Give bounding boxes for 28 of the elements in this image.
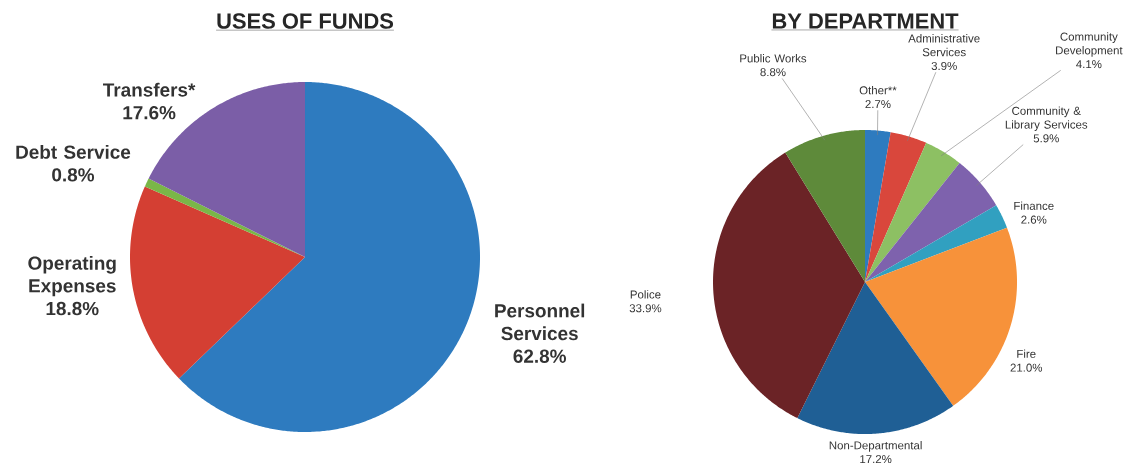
slice-label: Operating Expenses [28,255,116,297]
slice-label: Other** [859,85,897,95]
data-label: 4.1% [1076,60,1102,69]
data-label: 0.8% [52,168,95,182]
data-label: 2.7% [865,100,891,109]
chart-title: BY DEPARTMENT [772,13,959,29]
slice-label: Transfers* [103,82,196,97]
slice-label: Community Development [1056,32,1123,57]
slice-label: Debt Service [16,144,131,159]
data-label: 3.9% [931,61,957,71]
chart-title: USES OF FUNDS [217,13,394,29]
slice-label: Fire [1017,349,1036,358]
data-label: 21.0% [1010,363,1043,372]
slice-label: Public Works [740,54,807,63]
slice-label: Administrative Services [908,34,980,57]
data-label: 62.8% [513,349,567,363]
data-label: 18.8% [46,301,99,316]
data-label: 33.9% [629,304,662,313]
data-label: 5.9% [1033,134,1059,143]
slice-label: Finance [1014,201,1054,210]
data-label: 2.6% [1021,215,1047,224]
slice-label: Personnel Services [495,303,585,341]
data-label: 17.6% [123,105,176,120]
slice-label: Non-Departmental [829,440,922,452]
data-label: 17.2% [860,455,892,464]
slice-label: Community & Library Services [1005,106,1088,131]
data-label: 8.8% [760,68,786,77]
slice-label: Police [630,290,661,299]
